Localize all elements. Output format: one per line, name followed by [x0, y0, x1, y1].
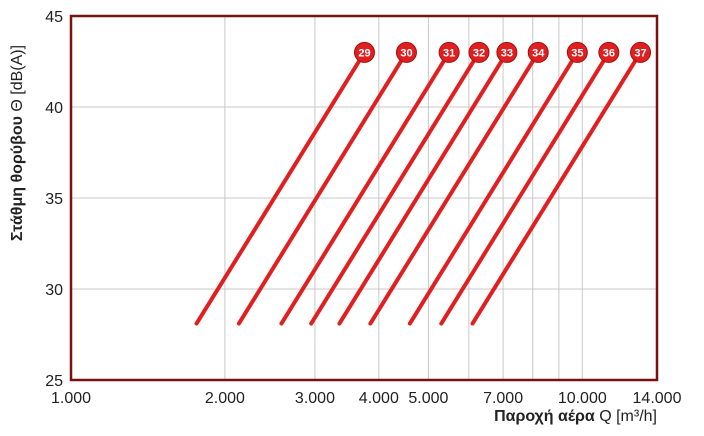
y-tick-label: 35 [45, 191, 63, 208]
series-label-37: 37 [634, 47, 646, 59]
x-tick-label: 2.000 [205, 390, 245, 407]
series-label-29: 29 [358, 47, 370, 59]
series-line-37 [470, 50, 643, 326]
series-markers: 29 30 31 32 33 34 35 36 37 [353, 41, 652, 63]
series-line-32 [309, 50, 481, 326]
series-label-32: 32 [473, 47, 485, 59]
series-marker-36 [598, 41, 620, 63]
y-tick-label: 40 [45, 100, 63, 117]
series-line-34 [368, 50, 541, 326]
series-marker-29 [353, 41, 375, 63]
series-line-29 [194, 50, 367, 326]
series-marker-35 [566, 41, 588, 63]
series-label-34: 34 [532, 47, 545, 59]
series-label-36: 36 [603, 47, 615, 59]
x-tick-labels: 1.000 2.000 3.000 4.000 5.000 7.000 10.000 14.0… [51, 390, 682, 407]
x-tick-label: 14.000 [633, 390, 682, 407]
series-label-30: 30 [400, 47, 412, 59]
x-axis-title-bold: Παροχή αέρα [494, 408, 595, 425]
x-tick-label: 3.000 [295, 390, 335, 407]
x-tick-label: 10.000 [558, 390, 607, 407]
x-axis-title: Παροχή αέρα Q [m³/h] [494, 408, 657, 425]
series-marker-30 [395, 41, 417, 63]
x-tick-label: 4.000 [359, 390, 399, 407]
series-label-31: 31 [443, 47, 455, 59]
plot-frame [69, 14, 659, 382]
series-line-30 [236, 50, 409, 326]
series-marker-34 [527, 41, 549, 63]
series-label-33: 33 [501, 47, 513, 59]
series-lines [194, 50, 643, 326]
x-axis-title-rest: Q [m³/h] [595, 408, 657, 425]
x-tick-label: 5.000 [408, 390, 448, 407]
series-line-31 [279, 50, 452, 326]
y-tick-labels: 25 30 35 40 45 [45, 9, 63, 390]
series-marker-33 [496, 41, 518, 63]
y-axis-title: Στάθμη θορύβου Θ [dB(A)] [9, 45, 26, 241]
series-marker-37 [630, 41, 652, 63]
y-tick-label: 30 [45, 282, 63, 299]
series-marker-32 [468, 41, 490, 63]
series-line-35 [407, 50, 580, 326]
series-line-36 [439, 50, 611, 326]
x-tick-label: 1.000 [51, 390, 91, 407]
series-line-33 [337, 50, 509, 326]
y-tick-label: 45 [45, 9, 63, 26]
y-axis-title-rest: Θ [dB(A)] [9, 45, 26, 116]
y-axis-title-bold: Στάθμη θορύβου [9, 116, 26, 241]
y-tick-label: 25 [45, 373, 63, 390]
grid [70, 15, 658, 381]
series-label-35: 35 [571, 47, 583, 59]
series-marker-31 [438, 41, 460, 63]
x-tick-label: 7.000 [483, 390, 523, 407]
